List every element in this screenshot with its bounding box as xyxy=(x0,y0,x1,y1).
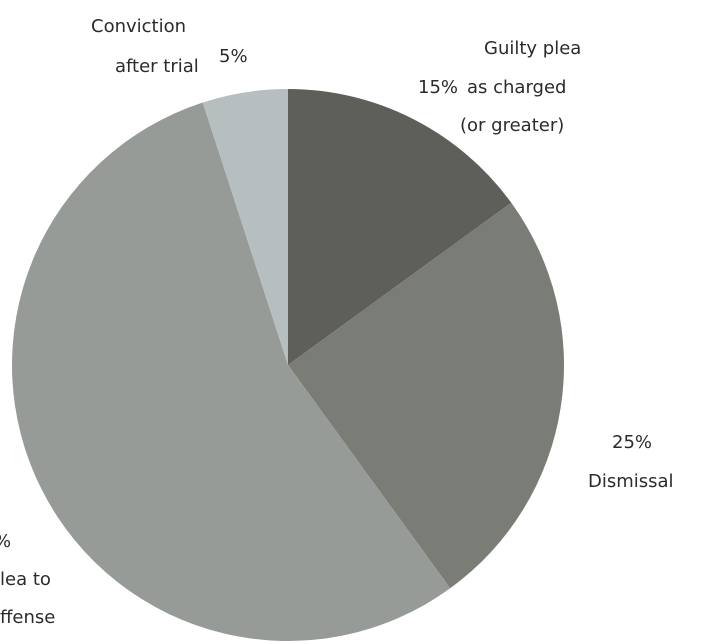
slice-plea-lesser xyxy=(12,102,451,641)
slice-pct-label-dismissal: 25% xyxy=(612,432,652,453)
slice-pct-label-conviction: 5% xyxy=(219,46,248,67)
slice-label-dismissal: Dismissal xyxy=(588,471,674,492)
pie-slices xyxy=(12,89,564,641)
slice-conviction-after-trial xyxy=(202,89,288,365)
slice-label-conviction-line1: Conviction xyxy=(91,16,186,37)
slice-label-guilty-plea-line3: (or greater) xyxy=(460,115,564,136)
slice-pct-label-guilty-plea: 15% xyxy=(418,77,458,98)
slice-label-guilty-plea-line1: Guilty plea xyxy=(484,38,581,59)
slice-pct-label-plea-lesser: % xyxy=(0,531,11,552)
slice-label-plea-lesser-line1: lea to xyxy=(0,569,51,590)
slice-guilty-plea xyxy=(288,89,512,365)
slice-dismissal xyxy=(288,202,564,589)
slice-label-conviction-line2: after trial xyxy=(115,56,199,77)
slice-label-plea-lesser-line2: ffense xyxy=(0,607,55,628)
slice-label-guilty-plea-line2: as charged xyxy=(467,77,566,98)
